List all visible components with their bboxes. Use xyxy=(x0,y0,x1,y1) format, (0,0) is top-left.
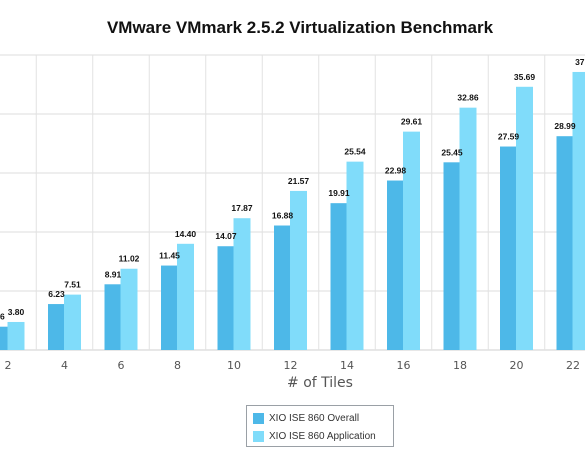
value-labels: 163.80 6.237.51 8.91 11.02 11.45 14.40 14.07 17… xyxy=(0,57,585,322)
bar-overall-22 xyxy=(556,136,574,350)
value-label-application-6: 11.02 xyxy=(119,254,140,264)
x-tick-label-12: 12 xyxy=(284,359,298,372)
bar-overall-16 xyxy=(387,180,404,350)
bar-application-6 xyxy=(120,268,138,350)
x-tick-labels: 2 4 6 8 10 12 14 16 18 20 22 xyxy=(5,359,581,372)
bar-application-2 xyxy=(7,321,25,350)
value-label-application-20: 35.69 xyxy=(514,72,536,82)
value-label-overall-6: 8.91 xyxy=(105,269,122,279)
bar-overall-12 xyxy=(274,225,291,350)
x-tick-label-14: 14 xyxy=(340,359,354,372)
legend-item-application: XIO ISE 860 Application xyxy=(253,429,376,443)
bar-application-22 xyxy=(572,71,585,351)
bars xyxy=(0,71,585,351)
value-label-application-2: 3.80 xyxy=(8,307,25,317)
x-axis-label: # of Tiles xyxy=(287,375,353,391)
value-label-application-4: 7.51 xyxy=(64,280,81,290)
legend-swatch-application xyxy=(253,430,264,442)
value-label-application-12: 21.57 xyxy=(288,176,310,186)
legend: XIO ISE 860 Overall XIO ISE 860 Applicat… xyxy=(246,405,394,447)
x-tick-label-18: 18 xyxy=(453,359,467,372)
value-label-overall-14: 19.91 xyxy=(328,188,350,198)
value-label-overall-12: 16.88 xyxy=(272,211,294,221)
legend-label-overall: XIO ISE 860 Overall xyxy=(269,412,360,424)
value-label-overall-10: 14.07 xyxy=(215,231,237,241)
bar-application-4 xyxy=(64,294,81,350)
x-tick-label-8: 8 xyxy=(174,359,181,372)
x-tick-label-10: 10 xyxy=(227,359,241,372)
bar-overall-10 xyxy=(217,246,235,350)
bar-application-14 xyxy=(346,161,364,350)
bar-application-16 xyxy=(403,131,420,350)
value-label-overall-2: 16 xyxy=(0,312,5,322)
x-tick-label-6: 6 xyxy=(118,359,125,372)
bar-overall-4 xyxy=(48,304,65,350)
x-tick-label-2: 2 xyxy=(5,359,12,372)
value-label-overall-8: 11.45 xyxy=(159,251,180,261)
legend-swatch-overall xyxy=(253,412,264,424)
x-tick-label-20: 20 xyxy=(510,359,524,372)
bar-application-18 xyxy=(459,107,477,350)
bar-overall-2 xyxy=(0,326,9,350)
value-label-application-8: 14.40 xyxy=(175,229,197,239)
x-tick-label-22: 22 xyxy=(566,359,580,372)
x-tick-label-16: 16 xyxy=(397,359,411,372)
value-label-overall-16: 22.98 xyxy=(385,166,407,176)
value-label-application-22: 37. xyxy=(575,57,585,67)
bar-overall-6 xyxy=(104,284,122,350)
value-label-application-14: 25.54 xyxy=(344,147,366,157)
value-label-application-10: 17.87 xyxy=(231,203,253,213)
value-label-overall-22: 28.99 xyxy=(554,121,576,131)
bar-overall-18 xyxy=(443,162,461,350)
chart-title: VMware VMmark 2.5.2 Virtualization Bench… xyxy=(106,18,494,37)
value-label-application-16: 29.61 xyxy=(401,117,423,127)
bar-application-20 xyxy=(516,86,533,350)
bar-overall-14 xyxy=(330,203,348,350)
bar-application-12 xyxy=(290,190,307,350)
legend-item-overall: XIO ISE 860 Overall xyxy=(253,411,359,425)
value-label-application-18: 32.86 xyxy=(457,93,479,103)
x-tick-label-4: 4 xyxy=(61,359,68,372)
value-label-overall-18: 25.45 xyxy=(441,147,463,157)
grid-lines xyxy=(0,54,585,351)
legend-label-application: XIO ISE 860 Application xyxy=(269,430,376,442)
bar-application-8 xyxy=(177,243,194,350)
value-label-overall-20: 27.59 xyxy=(498,132,520,142)
bar-application-10 xyxy=(233,218,251,350)
value-label-overall-4: 6.23 xyxy=(48,289,65,299)
bar-overall-8 xyxy=(161,265,178,350)
bar-overall-20 xyxy=(500,146,517,350)
